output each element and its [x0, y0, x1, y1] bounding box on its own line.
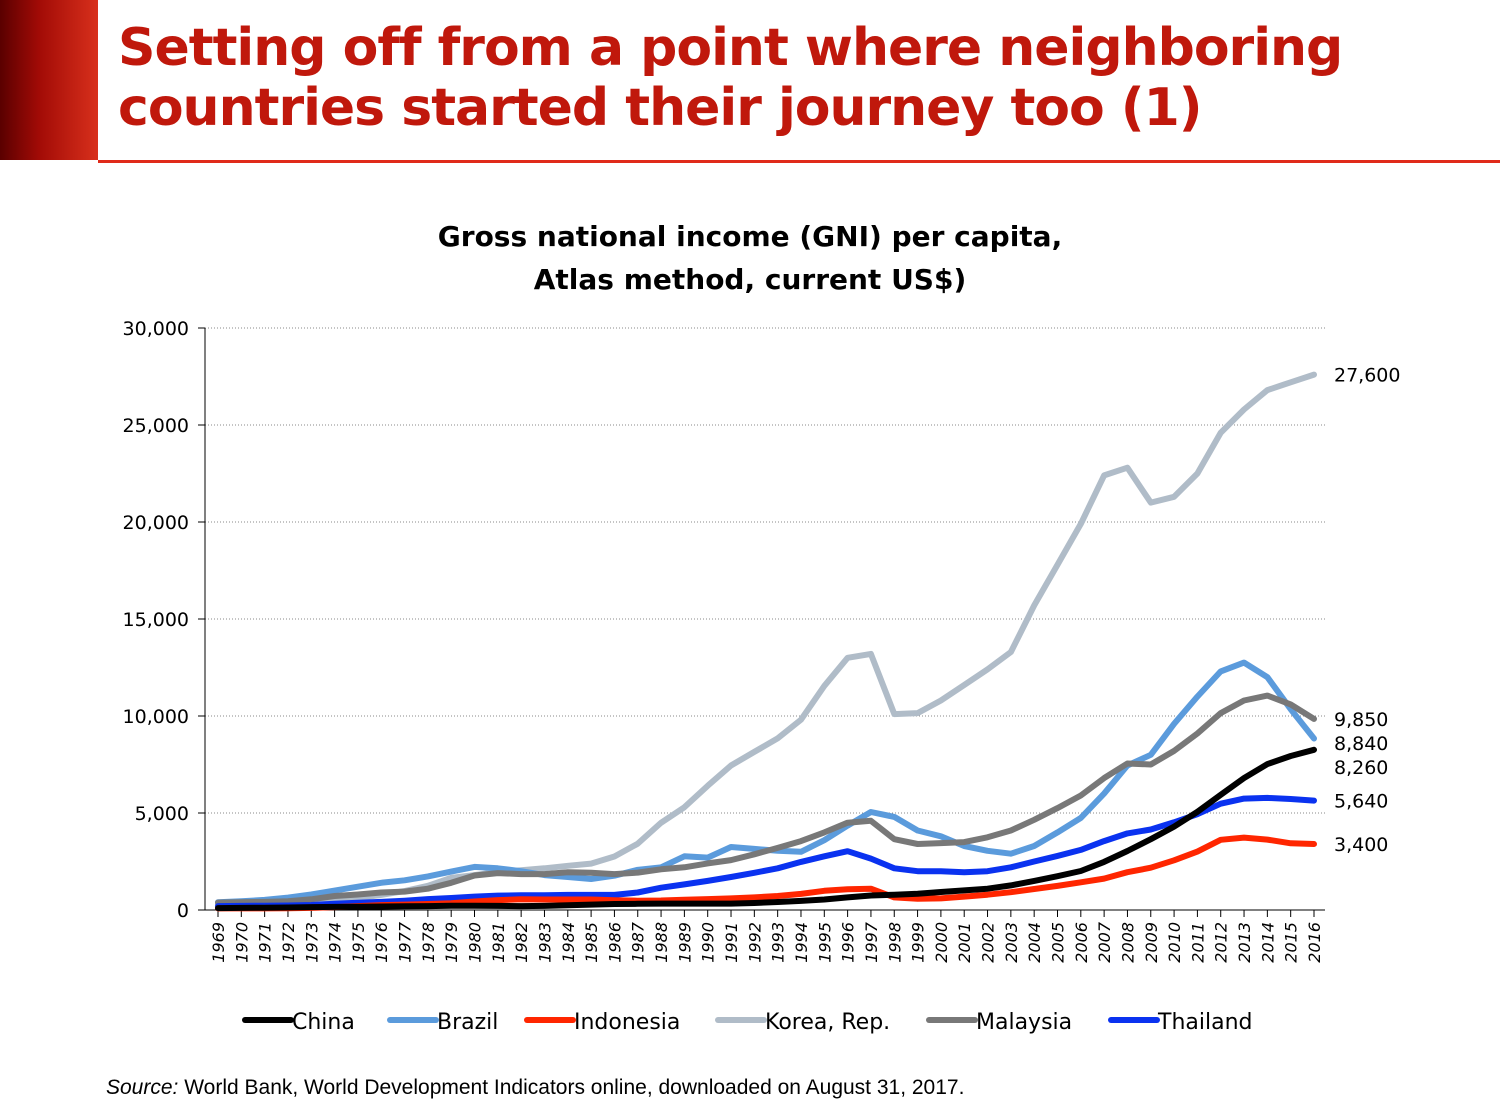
x-tick-label: 1997 — [862, 921, 881, 963]
x-tick-label: 1994 — [792, 922, 811, 963]
y-tick-label: 25,000 — [123, 415, 189, 437]
x-tick-label: 1999 — [909, 922, 928, 963]
x-tick-label: 2004 — [1025, 922, 1044, 963]
x-tick-label: 1985 — [582, 922, 601, 963]
header-divider — [98, 160, 1500, 163]
x-tick-label: 1995 — [815, 922, 834, 963]
y-tick-label: 5,000 — [135, 803, 189, 825]
x-tick-label: 2008 — [1118, 922, 1137, 963]
x-tick-label: 2015 — [1282, 922, 1301, 963]
x-tick-label: 1989 — [675, 922, 694, 963]
x-tick-label: 1990 — [699, 922, 718, 963]
x-tick-label: 1977 — [396, 921, 415, 963]
x-tick-label: 1996 — [839, 922, 858, 963]
x-tick-label: 1984 — [559, 922, 578, 963]
x-tick-label: 2010 — [1165, 922, 1184, 963]
x-tick-label: 1998 — [885, 922, 904, 963]
x-tick-label: 1987 — [629, 921, 648, 963]
legend-label-brazil: Brazil — [437, 1010, 498, 1035]
x-tick-label: 2009 — [1142, 922, 1161, 963]
y-tick-label: 30,000 — [123, 318, 189, 340]
x-tick-label: 2016 — [1305, 922, 1324, 963]
x-tick-label: 1981 — [489, 922, 508, 963]
x-tick-label: 1983 — [535, 922, 554, 963]
x-tick-label: 1992 — [745, 922, 764, 963]
y-tick-label: 10,000 — [123, 706, 189, 728]
x-tick-label: 1988 — [652, 922, 671, 963]
x-tick-label: 2012 — [1212, 922, 1231, 963]
x-tick-label: 2002 — [979, 922, 998, 963]
header-accent-bar — [0, 0, 98, 160]
x-tick-label: 2003 — [1002, 922, 1021, 963]
x-tick-label: 1980 — [466, 922, 485, 963]
slide-title: Setting off from a point where neighbori… — [118, 18, 1343, 138]
y-tick-label: 15,000 — [123, 609, 189, 631]
x-tick-label: 1991 — [722, 922, 741, 963]
x-tick-label: 1971 — [256, 922, 275, 963]
x-tick-label: 1986 — [605, 922, 624, 963]
x-tick-label: 1974 — [326, 922, 345, 963]
x-tick-label: 1993 — [769, 922, 788, 963]
legend-label-china: China — [292, 1010, 355, 1035]
end-value-label: 5,640 — [1334, 791, 1388, 813]
chart-title-line: Gross national income (GNI) per capita, — [438, 220, 1062, 253]
source-note: Source: World Bank, World Development In… — [106, 1076, 964, 1100]
x-tick-label: 1970 — [232, 922, 251, 963]
source-label: Source: — [106, 1076, 179, 1099]
x-tick-label: 1982 — [512, 922, 531, 963]
legend-label-thailand: Thailand — [1157, 1010, 1252, 1035]
legend-label-malaysia: Malaysia — [976, 1010, 1072, 1035]
x-tick-label: 1976 — [372, 922, 391, 963]
x-tick-label: 1979 — [442, 922, 461, 963]
end-value-label: 27,600 — [1334, 365, 1400, 387]
x-tick-label: 1969 — [209, 922, 228, 963]
y-tick-label: 0 — [177, 900, 189, 922]
x-tick-label: 2014 — [1258, 922, 1277, 963]
end-value-label: 9,850 — [1334, 709, 1388, 731]
series-line-malaysia — [215, 692, 1317, 906]
series-line-korea-rep — [215, 371, 1317, 908]
series-line-china — [215, 746, 1317, 912]
x-tick-label: 2005 — [1048, 922, 1067, 963]
x-tick-label: 2013 — [1235, 922, 1254, 963]
legend-label-indonesia: Indonesia — [574, 1010, 680, 1035]
end-value-label: 8,840 — [1334, 733, 1388, 755]
source-text: World Bank, World Development Indicators… — [184, 1076, 965, 1099]
end-value-label: 8,260 — [1334, 757, 1388, 779]
end-value-label: 3,400 — [1334, 834, 1388, 856]
legend-label-korea-rep: Korea, Rep. — [765, 1010, 890, 1035]
x-tick-label: 1973 — [302, 922, 321, 963]
x-tick-label: 2007 — [1095, 921, 1114, 963]
series-line-thailand — [215, 794, 1317, 910]
x-tick-label: 1975 — [349, 922, 368, 963]
x-tick-label: 2006 — [1072, 922, 1091, 963]
x-tick-label: 2011 — [1188, 922, 1207, 963]
x-tick-label: 1978 — [419, 922, 438, 963]
chart-title-line: Atlas method, current US$) — [534, 263, 967, 296]
x-tick-label: 2001 — [955, 922, 974, 963]
gni-line-chart: Gross national income (GNI) per capita, A… — [123, 220, 1401, 1035]
x-tick-label: 1972 — [279, 922, 298, 963]
x-tick-label: 2000 — [932, 922, 951, 963]
y-tick-label: 20,000 — [123, 512, 189, 534]
